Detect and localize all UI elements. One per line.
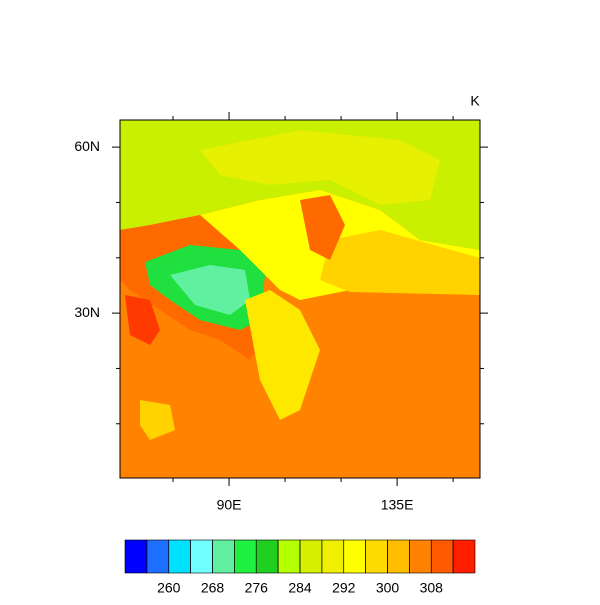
colorbar-box (343, 539, 366, 574)
lat-tick-label: 60N (74, 138, 100, 154)
field-hot-patch (125, 295, 160, 345)
field-plateau-inner (170, 265, 250, 315)
colorbar-box (168, 539, 191, 574)
colorbar-label: 292 (332, 580, 356, 596)
colorbar-box (321, 539, 345, 574)
colorbar-label: 284 (288, 580, 312, 596)
colorbar-box (387, 539, 410, 574)
colorbar-label: 276 (245, 580, 269, 596)
colorbar-label: 260 (157, 580, 181, 596)
colorbar-label: 268 (201, 580, 225, 596)
colorbar-box (409, 539, 432, 574)
field-sea-patch (140, 400, 175, 440)
lon-tick-label: 90E (217, 497, 242, 513)
field-china-warm (300, 195, 345, 260)
field-mid-gold (320, 230, 480, 295)
colorbar-box (299, 539, 323, 574)
field-north-yellow (200, 130, 440, 205)
map-field (120, 120, 480, 478)
lon-tick-label: 135E (381, 497, 414, 513)
colorbar-box (430, 539, 454, 574)
map-frame (119, 119, 481, 479)
units-label: K (470, 93, 480, 109)
colorbar-box (190, 539, 213, 574)
colorbar-box (124, 539, 148, 574)
field-indochina (245, 290, 320, 420)
colorbar-box (212, 539, 235, 574)
colorbar-box (277, 539, 301, 574)
colorbar-box (146, 539, 170, 574)
colorbar-box (234, 539, 257, 574)
colorbar-label: 308 (420, 580, 444, 596)
colorbar-box (255, 539, 279, 574)
colorbar-box (365, 539, 388, 574)
lat-tick-label: 30N (74, 304, 100, 320)
colorbar-box (452, 539, 476, 574)
colorbar-label: 300 (376, 580, 400, 596)
